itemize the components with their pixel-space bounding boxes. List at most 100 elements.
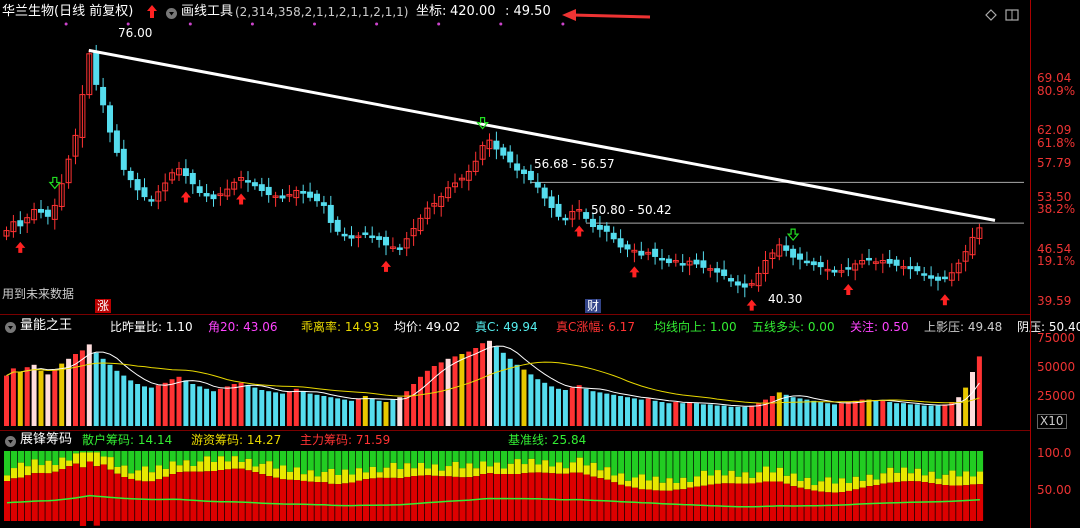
- candle: [452, 173, 458, 193]
- volume-bar: [342, 399, 348, 426]
- coordinate-y: : 49.50: [505, 4, 551, 19]
- coordinate-label: 坐标:: [416, 4, 447, 19]
- volume-bar: [66, 358, 72, 426]
- chip-bar: [383, 451, 390, 521]
- price-axis-tick: 69.04: [1037, 71, 1072, 85]
- candle: [458, 174, 465, 189]
- chip-bar: [535, 451, 542, 521]
- chip-bar: [590, 451, 597, 521]
- volume-bar: [549, 386, 555, 426]
- signal-dot: [437, 22, 441, 26]
- signal-dot: [250, 22, 254, 26]
- volume-bar: [438, 362, 444, 426]
- candle: [734, 275, 741, 294]
- chip-bar: [114, 451, 121, 521]
- volume-bar: [569, 387, 575, 426]
- panel-settings-icon[interactable]: [4, 319, 17, 338]
- window-toggle-icon[interactable]: [1005, 6, 1019, 25]
- chip-bar: [300, 451, 307, 521]
- candle: [831, 266, 838, 277]
- candle: [541, 184, 548, 207]
- candle: [783, 236, 790, 257]
- chip-bar: [949, 451, 956, 521]
- volume-bar: [507, 358, 513, 426]
- volume-bar: [949, 402, 955, 426]
- sell-arrow-icon: [786, 228, 800, 242]
- panel-settings-icon[interactable]: [4, 433, 17, 452]
- volume-bar: [17, 372, 23, 426]
- coordinate-x: 420.00: [450, 4, 496, 19]
- volume-bar: [928, 405, 934, 426]
- volume-bar: [445, 358, 451, 426]
- candle: [403, 231, 410, 257]
- candle: [548, 190, 555, 218]
- candle: [845, 258, 852, 277]
- chip-bar: [549, 451, 556, 521]
- volume-bar: [431, 366, 437, 426]
- volume-bar: [10, 368, 16, 426]
- volume-bar: [611, 394, 617, 426]
- drawing-tool-params: (2,314,358,2,1,1,2,1,1,2,1,1): [235, 5, 409, 19]
- volume-metric: 均价: 49.02: [394, 320, 461, 334]
- drawing-tool-label[interactable]: 画线工具: [181, 4, 234, 19]
- price-axis-tick: 80.9%: [1037, 84, 1076, 98]
- volume-bar: [811, 400, 817, 426]
- chip-axis-tick: 100.0: [1037, 446, 1072, 460]
- volume-bar: [680, 403, 686, 426]
- chip-bar: [259, 451, 266, 521]
- candle: [251, 178, 258, 190]
- volume-bar: [73, 354, 78, 426]
- chip-bar: [224, 451, 231, 521]
- chip-metric: 散户筹码: 14.14: [82, 433, 173, 447]
- chip-bar: [914, 451, 921, 521]
- volume-bar: [694, 403, 699, 426]
- chip-bar: [832, 451, 839, 521]
- sell-arrow-icon: [476, 116, 489, 130]
- volume-bar: [700, 404, 706, 426]
- volume-bar: [942, 404, 948, 426]
- volume-bar: [749, 405, 755, 426]
- candlestick-chart[interactable]: [0, 0, 1030, 314]
- volume-bar: [383, 402, 389, 426]
- buy-arrow-icon: [629, 266, 640, 278]
- chip-bar: [493, 451, 501, 521]
- volume-bar: [100, 358, 106, 426]
- candle: [307, 182, 314, 202]
- diamond-icon[interactable]: [985, 6, 997, 25]
- buy-arrow-icon: [381, 260, 391, 272]
- volume-bar: [521, 369, 527, 426]
- chip-bar: [845, 451, 852, 521]
- chip-bar: [645, 451, 652, 521]
- candle: [113, 124, 120, 157]
- chip-bar: [901, 451, 908, 521]
- candle: [665, 255, 672, 267]
- volume-bar: [459, 354, 465, 426]
- candle: [872, 257, 879, 271]
- chip-bar: [873, 451, 880, 521]
- settings-circle-icon[interactable]: [165, 5, 178, 24]
- volume-bar: [155, 385, 161, 426]
- volume-metric: 阴压: 50.40: [1017, 320, 1080, 334]
- signal-dot: [499, 22, 503, 26]
- candle: [514, 154, 521, 179]
- volume-bar: [742, 406, 748, 426]
- candle: [58, 174, 65, 211]
- chip-bar: [93, 451, 100, 526]
- volume-metric: 真C涨幅: 6.17: [556, 320, 635, 334]
- candle: [879, 253, 886, 274]
- candle: [921, 266, 928, 281]
- candle: [721, 260, 728, 280]
- candle: [886, 249, 893, 268]
- volume-bar: [652, 400, 658, 426]
- trendline: [88, 48, 996, 222]
- candle: [355, 231, 362, 248]
- chip-bar: [362, 451, 369, 521]
- chip-bar: [183, 451, 190, 521]
- candle: [389, 237, 396, 253]
- chip-bar: [128, 451, 135, 521]
- candle: [762, 251, 769, 282]
- chip-bar: [445, 451, 452, 521]
- volume-bar: [873, 400, 879, 426]
- chip-bar: [728, 451, 735, 521]
- high-price-label: 76.00: [118, 26, 153, 40]
